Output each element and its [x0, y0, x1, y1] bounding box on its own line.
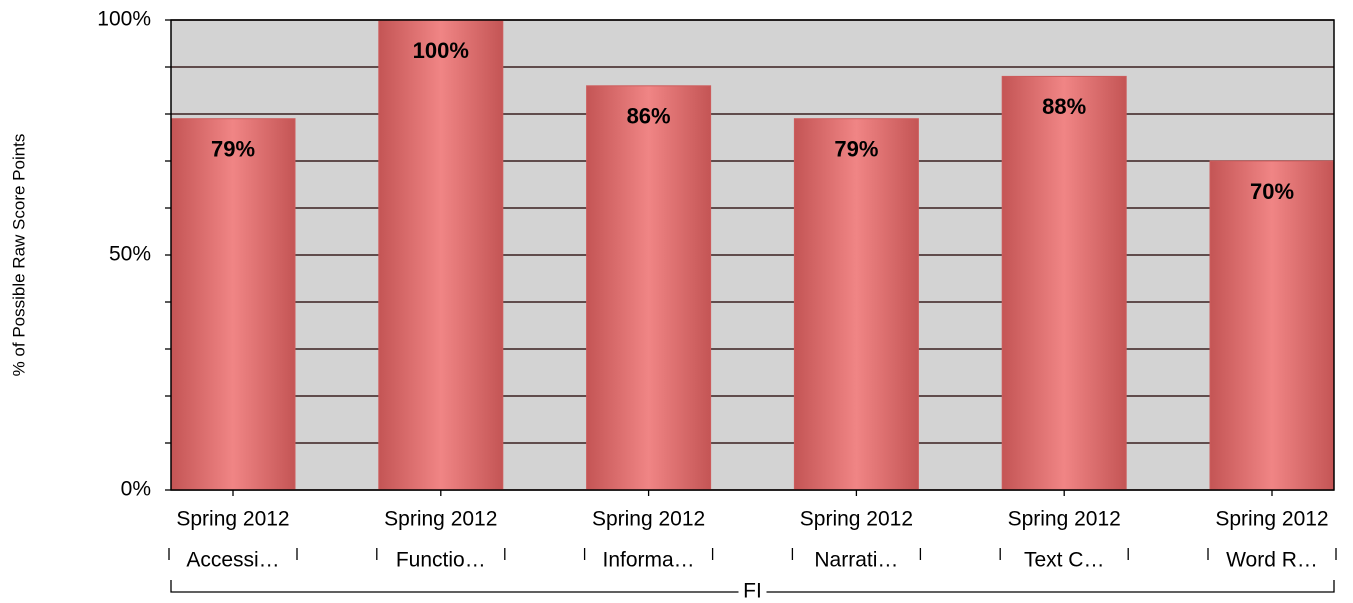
x-subcategory-label: Accessi…: [186, 549, 279, 572]
value-label: 79%: [211, 137, 255, 162]
x-tick-label: Spring 2012: [176, 508, 289, 531]
group-bracket: [170, 580, 1335, 593]
value-label: 79%: [834, 137, 878, 162]
x-tick-label: Spring 2012: [592, 508, 705, 531]
y-tick-label: 50%: [109, 243, 151, 266]
x-subcategory-label: Word R…: [1226, 549, 1318, 572]
y-tick-label: 0%: [121, 478, 151, 501]
x-tick-label: Spring 2012: [1215, 508, 1328, 531]
plot-border: [170, 19, 1335, 491]
bar: [378, 19, 504, 491]
x-tick-label: Spring 2012: [800, 508, 913, 531]
group-label: FI: [743, 580, 762, 603]
y-axis-label: % of Possible Raw Score Points: [9, 134, 28, 377]
value-label: 100%: [413, 38, 469, 63]
value-label: 86%: [627, 104, 671, 129]
value-label: 70%: [1250, 179, 1294, 204]
x-subcategory-label: Narrati…: [814, 549, 898, 572]
bar: [586, 85, 712, 491]
y-tick-label: 100%: [97, 8, 151, 31]
bar: [1209, 160, 1335, 491]
x-subcategory-label: Informa…: [602, 549, 694, 572]
x-subcategory-label: Text C…: [1024, 549, 1105, 572]
x-tick-label: Spring 2012: [384, 508, 497, 531]
x-subcategory-label: Functio…: [396, 549, 486, 572]
bar: [1001, 75, 1127, 491]
bar: [793, 118, 919, 491]
value-label: 88%: [1042, 94, 1086, 119]
x-tick-label: Spring 2012: [1008, 508, 1121, 531]
bar: [170, 118, 296, 491]
